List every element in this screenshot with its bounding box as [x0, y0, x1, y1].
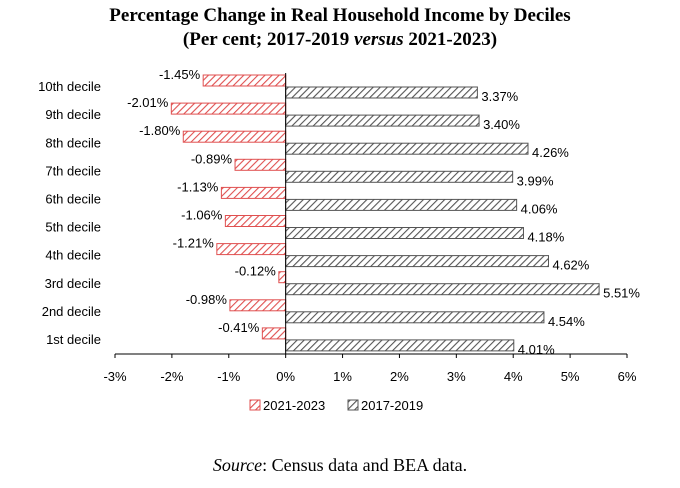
chart-title: Percentage Change in Real Household Inco…: [0, 4, 680, 52]
data-label: -1.80%: [139, 123, 181, 138]
source-text: : Census data and BEA data.: [262, 455, 468, 475]
x-tick-label: 1%: [333, 369, 352, 384]
x-tick-label: 3%: [447, 369, 466, 384]
bar-2017-2019: [285, 283, 600, 296]
category-label: 3rd decile: [45, 276, 101, 291]
category-label: 1st decile: [46, 332, 101, 347]
x-tick-label: 5%: [561, 369, 580, 384]
data-label: -1.06%: [181, 208, 223, 223]
category-label: 5th decile: [45, 220, 101, 235]
data-label: 4.06%: [521, 201, 558, 216]
chart-title-line1: Percentage Change in Real Household Inco…: [109, 5, 571, 26]
bar-2017-2019: [285, 142, 529, 155]
category-label: 4th decile: [45, 248, 101, 263]
data-label: -0.41%: [218, 320, 260, 335]
bar-2017-2019: [285, 86, 478, 99]
source-note: Source: Census data and BEA data.: [0, 455, 680, 476]
data-label: 4.26%: [532, 145, 569, 160]
data-label: 3.99%: [517, 173, 554, 188]
category-label: 6th decile: [45, 191, 101, 206]
legend-swatch: [249, 399, 261, 411]
chart-title-line2-a: (Per cent; 2017-2019: [182, 29, 355, 50]
data-label: -0.12%: [235, 264, 277, 279]
x-tick-label: -2%: [160, 369, 184, 384]
data-label: 3.40%: [483, 117, 520, 132]
bar-2017-2019: [285, 255, 549, 268]
category-label: 2nd decile: [42, 304, 101, 319]
data-label: -1.21%: [173, 236, 215, 251]
category-label: 8th decile: [45, 135, 101, 150]
source-label: Source: [212, 455, 263, 475]
data-label: -0.89%: [191, 151, 233, 166]
chart-title-line2: (Per cent; 2017-2019 versus 2021-2023): [0, 28, 680, 52]
x-tick-label: 0%: [276, 369, 295, 384]
bar-2021-2023: [234, 158, 287, 171]
bar-2021-2023: [261, 327, 287, 340]
data-label: 4.54%: [548, 314, 585, 329]
data-label: 5.51%: [603, 286, 640, 301]
x-tick-label: 2%: [390, 369, 409, 384]
data-label: 3.37%: [481, 89, 518, 104]
plot-area: 10th decile -1.45% 3.37% 9th decile -2.01% 3.…: [38, 67, 640, 413]
chart-title-line2-c: 2021-2023): [403, 29, 498, 50]
data-label: -0.98%: [186, 292, 228, 307]
bar-2021-2023: [170, 102, 287, 115]
data-label: -2.01%: [127, 95, 169, 110]
bar-2021-2023: [278, 271, 287, 284]
bar-2021-2023: [202, 74, 287, 87]
bar-2021-2023: [224, 215, 287, 227]
bar-2021-2023: [216, 243, 287, 256]
legend-swatch: [347, 399, 359, 411]
x-tick-label: -1%: [217, 369, 241, 384]
data-label: 4.18%: [527, 230, 564, 245]
chart-title-line2-b: versus: [354, 29, 404, 50]
x-tick-label: 6%: [618, 369, 637, 384]
legend-label: 2021-2023: [263, 398, 325, 413]
x-tick-label: 4%: [504, 369, 523, 384]
bar-2021-2023: [182, 130, 287, 143]
category-label: 10th decile: [38, 79, 101, 94]
bar-2021-2023: [220, 186, 287, 199]
data-label: 4.62%: [552, 258, 589, 273]
bar-2017-2019: [285, 311, 545, 324]
category-label: 9th decile: [45, 107, 101, 122]
legend-label: 2017-2019: [361, 398, 423, 413]
x-tick-label: -3%: [103, 369, 127, 384]
bar-chart: 10th decile -1.45% 3.37% 9th decile -2.01% 3.…: [38, 67, 640, 413]
bar-2021-2023: [229, 299, 287, 312]
data-label: 4.01%: [518, 342, 555, 357]
bar-2017-2019: [285, 227, 524, 239]
bar-2017-2019: [285, 114, 480, 127]
bar-2017-2019: [285, 198, 518, 211]
data-label: -1.13%: [177, 179, 219, 194]
category-label: 7th decile: [45, 163, 101, 178]
data-label: -1.45%: [159, 67, 201, 82]
bar-2017-2019: [285, 339, 515, 352]
bar-2017-2019: [285, 170, 514, 183]
